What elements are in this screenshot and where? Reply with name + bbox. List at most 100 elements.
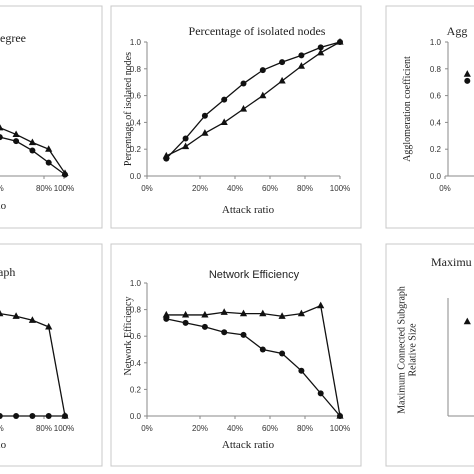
data-point-circle: [62, 413, 68, 419]
data-point-circle: [13, 138, 20, 145]
x-tick-label: 60%: [262, 424, 278, 433]
data-point-triangle: [278, 76, 286, 84]
data-point-triangle: [201, 310, 209, 318]
data-point-circle: [279, 350, 286, 357]
data-point-circle: [0, 134, 3, 141]
data-point-circle: [182, 135, 189, 142]
data-point-triangle: [0, 309, 4, 317]
data-point-triangle: [182, 142, 190, 150]
y-tick-label: 0.0: [430, 172, 442, 181]
y-axis-label: Network Efficiency: [123, 297, 134, 376]
data-point-circle: [240, 331, 247, 338]
panel-top-middle: 0.0 0.2 0.4 0.6 0.8 1.0 0% 20% 40% 60% 80% 100% Perc…: [110, 5, 362, 229]
data-point-triangle: [182, 310, 190, 318]
y-tick-label: 0.6: [130, 332, 142, 341]
series-line-circle: [166, 318, 341, 417]
plot-area: 0.0 0.2 0.4 0.6 0.8 1.0 0% Agg Agglomeration coe…: [402, 24, 474, 193]
data-point-circle: [163, 315, 170, 322]
x-tick-label: 100%: [54, 184, 74, 193]
y-axis-label: Percentage of isolated nodes: [123, 52, 134, 166]
data-point-triangle: [336, 38, 344, 45]
chart-title: Agg: [447, 24, 468, 38]
data-point-triangle: [12, 130, 20, 138]
data-point-triangle: [259, 309, 267, 317]
data-point-circle: [62, 171, 68, 178]
data-point-circle: [221, 329, 228, 336]
data-point-circle: [259, 346, 266, 353]
x-tick-label: 80%: [297, 424, 313, 433]
panel-border: [385, 243, 474, 467]
x-tick-label: 40%: [227, 184, 243, 193]
data-point-triangle: [201, 129, 209, 136]
data-point-circle: [221, 96, 228, 103]
data-point-triangle: [297, 309, 305, 317]
data-point-triangle: [220, 308, 228, 315]
plot-area: 0.0 0.2 0.4 0.6 0.8 1.0 0% 20% 40% 60% 80% 100% Perc…: [123, 24, 350, 216]
panel-border: [0, 5, 103, 229]
x-tick-label: 20%: [192, 424, 208, 433]
y-tick-label: 0.4: [430, 118, 442, 127]
panel-border: [385, 5, 474, 229]
data-point-triangle: [239, 309, 248, 317]
data-point-triangle: [162, 310, 170, 318]
x-axis-label: Attack ratio: [222, 204, 275, 216]
data-point-triangle: [45, 322, 53, 330]
data-point-circle: [45, 413, 52, 419]
x-tick-label: 100%: [54, 424, 74, 433]
x-tick-label: 60%: [262, 184, 278, 193]
x-tick-label: 20%: [192, 184, 208, 193]
x-tick-label: 80%: [36, 424, 52, 433]
y-tick-label: 1.0: [130, 38, 142, 47]
panel-bottom-left: 0% 80%100% raph ratio: [0, 243, 103, 467]
x-tick-label: 80%: [36, 184, 52, 193]
plot-area: 0.0 0.2 0.4 0.6 0.8 1.0 0% 20% 40% 60% 80% 100% Netw…: [123, 269, 350, 451]
x-tick-label: 40%: [227, 424, 243, 433]
panel-top-right: 0.0 0.2 0.4 0.6 0.8 1.0 0% Agg Agglomeration coe…: [385, 5, 474, 229]
data-point-circle: [240, 80, 247, 87]
data-point-triangle: [297, 62, 305, 69]
panel-top-left: 0% 80%100% degree ratio: [0, 5, 103, 229]
series-line-triangle: [166, 41, 341, 157]
data-point-triangle: [162, 151, 170, 159]
data-point-triangle: [28, 138, 36, 146]
panel-border: [110, 243, 362, 467]
series-line-triangle: [166, 304, 341, 417]
data-point-circle: [201, 112, 208, 119]
chart-title: raph: [0, 265, 15, 279]
chart-title: degree: [0, 31, 26, 45]
data-point-triangle: [463, 70, 471, 77]
data-point-circle: [29, 147, 36, 154]
y-tick-label: 0.8: [130, 306, 142, 315]
data-point-circle: [464, 77, 471, 84]
x-tick-label: 100%: [330, 424, 350, 433]
plot-area: Maximu Maximum Connected Subgraph Relative…: [397, 255, 474, 417]
panel-bottom-right: Maximu Maximum Connected Subgraph Relative…: [385, 243, 474, 467]
data-point-triangle: [220, 118, 228, 125]
x-tick-label: 100%: [330, 184, 350, 193]
y-tick-label: 0.0: [130, 412, 142, 421]
y-tick-label: 0.8: [430, 65, 442, 74]
data-point-circle: [279, 59, 286, 66]
y-tick-label: 1.0: [130, 279, 142, 288]
y-axis-label: Maximum Connected Subgraph: [397, 286, 408, 414]
x-tick-label: 0%: [0, 424, 4, 433]
y-tick-label: 0.4: [130, 118, 142, 127]
data-point-triangle: [12, 312, 20, 319]
y-tick-label: 0.0: [130, 172, 142, 181]
y-tick-label: 0.2: [130, 145, 142, 154]
x-tick-label: 80%: [297, 184, 313, 193]
panel-bottom-middle: 0.0 0.2 0.4 0.6 0.8 1.0 0% 20% 40% 60% 80% 100% Netw…: [110, 243, 362, 467]
y-tick-label: 0.8: [130, 65, 142, 74]
x-tick-label: 0%: [439, 184, 451, 193]
y-tick-label: 0.2: [130, 385, 142, 394]
data-point-circle: [298, 52, 305, 59]
x-tick-label: 0%: [141, 184, 153, 193]
data-point-triangle: [259, 91, 267, 99]
y-tick-label: 0.6: [130, 92, 142, 101]
data-point-triangle: [317, 48, 325, 56]
data-point-triangle: [28, 316, 36, 323]
x-tick-label: 0%: [141, 424, 153, 433]
data-point-circle: [259, 67, 266, 74]
chart-title: Network Efficiency: [209, 269, 300, 281]
